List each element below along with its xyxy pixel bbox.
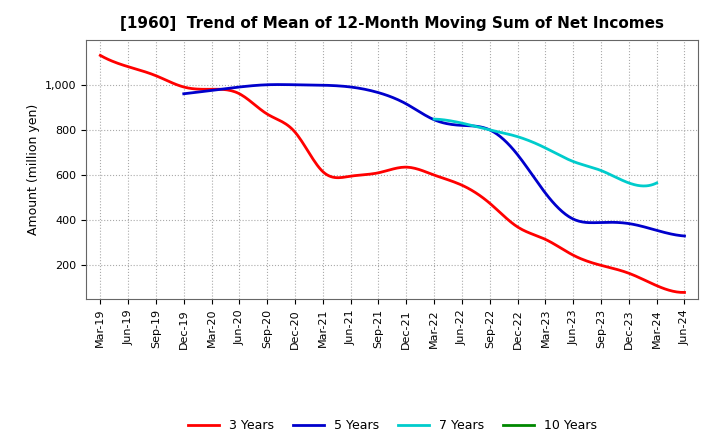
3 Years bbox=[588, 260, 597, 266]
5 Years bbox=[680, 233, 689, 238]
3 Years bbox=[680, 290, 689, 295]
7 Years bbox=[617, 177, 626, 183]
5 Years bbox=[477, 125, 486, 130]
Y-axis label: Amount (million yen): Amount (million yen) bbox=[27, 104, 40, 235]
7 Years bbox=[431, 117, 439, 122]
5 Years bbox=[603, 220, 612, 225]
7 Years bbox=[652, 180, 661, 186]
7 Years bbox=[430, 117, 438, 122]
3 Years bbox=[442, 176, 451, 182]
5 Years bbox=[487, 128, 496, 134]
3 Years bbox=[454, 181, 462, 186]
5 Years bbox=[275, 82, 284, 87]
3 Years bbox=[626, 271, 634, 276]
Line: 7 Years: 7 Years bbox=[434, 119, 657, 186]
Line: 5 Years: 5 Years bbox=[184, 84, 685, 236]
7 Years bbox=[566, 158, 575, 163]
5 Years bbox=[181, 91, 190, 96]
Line: 3 Years: 3 Years bbox=[100, 55, 685, 293]
3 Years bbox=[444, 177, 452, 183]
5 Years bbox=[480, 125, 488, 130]
5 Years bbox=[179, 91, 188, 96]
3 Years bbox=[96, 53, 104, 58]
7 Years bbox=[631, 183, 640, 188]
7 Years bbox=[562, 156, 570, 161]
7 Years bbox=[639, 183, 648, 189]
3 Years bbox=[98, 54, 107, 59]
Legend: 3 Years, 5 Years, 7 Years, 10 Years: 3 Years, 5 Years, 7 Years, 10 Years bbox=[183, 414, 602, 437]
7 Years bbox=[562, 156, 571, 161]
3 Years bbox=[678, 290, 687, 295]
5 Years bbox=[635, 223, 644, 228]
Title: [1960]  Trend of Mean of 12-Month Moving Sum of Net Incomes: [1960] Trend of Mean of 12-Month Moving … bbox=[120, 16, 665, 32]
